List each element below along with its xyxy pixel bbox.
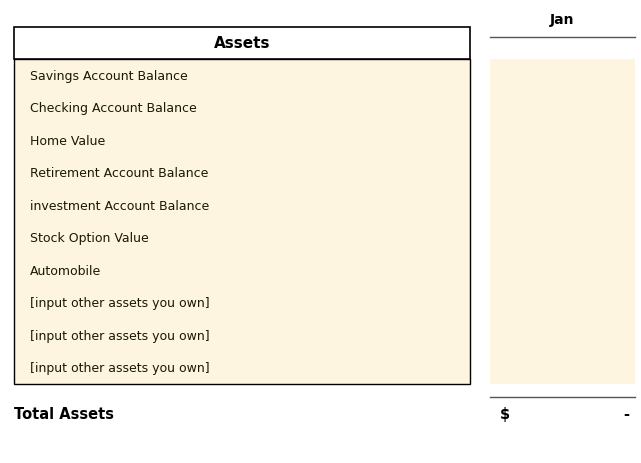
Bar <box>490 60 635 384</box>
Text: [input other assets you own]: [input other assets you own] <box>30 329 210 342</box>
Text: Savings Account Balance: Savings Account Balance <box>30 69 188 82</box>
Bar <box>14 28 470 60</box>
Text: [input other assets you own]: [input other assets you own] <box>30 297 210 310</box>
Text: Total Assets: Total Assets <box>14 407 114 422</box>
Text: investment Account Balance: investment Account Balance <box>30 199 209 213</box>
Text: Home Value: Home Value <box>30 134 105 147</box>
Bar <box>14 60 470 384</box>
Text: Checking Account Balance: Checking Account Balance <box>30 102 197 115</box>
Text: $: $ <box>500 407 510 422</box>
Text: Assets: Assets <box>213 37 271 51</box>
Text: Stock Option Value: Stock Option Value <box>30 232 149 245</box>
Text: -: - <box>623 407 629 422</box>
Text: Automobile: Automobile <box>30 264 101 277</box>
Text: Retirement Account Balance: Retirement Account Balance <box>30 167 208 180</box>
Text: Jan: Jan <box>550 13 575 27</box>
Text: [input other assets you own]: [input other assets you own] <box>30 362 210 375</box>
